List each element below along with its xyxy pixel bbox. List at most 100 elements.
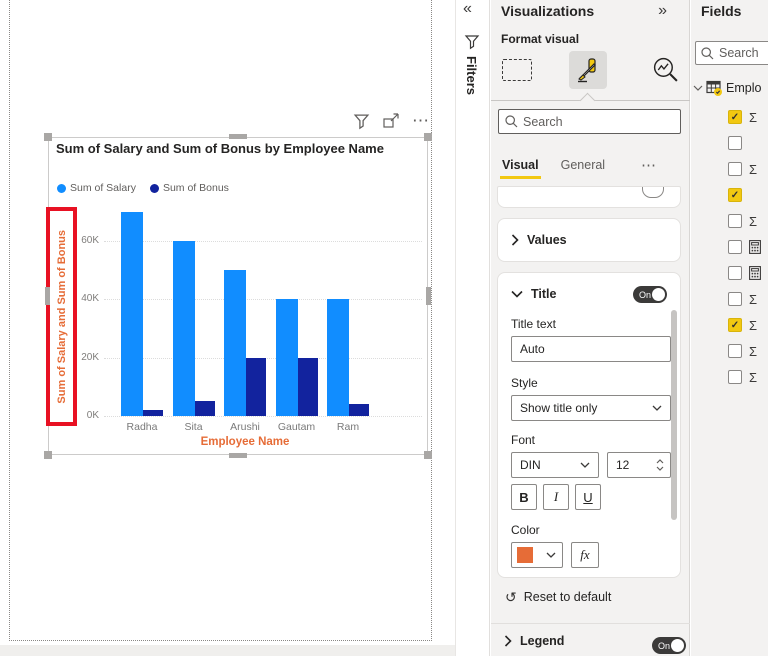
filters-funnel-icon[interactable] — [464, 34, 480, 50]
tabs-more-icon[interactable]: ⋯ — [641, 157, 656, 174]
legend-section-header[interactable]: Legend — [504, 634, 684, 648]
bar-Gautam-sum-of-salary[interactable] — [275, 299, 298, 416]
bar-Radha-sum-of-bonus[interactable] — [143, 410, 163, 416]
bar-Ram-sum-of-bonus[interactable] — [349, 404, 369, 416]
analytics-icon[interactable] — [651, 55, 680, 84]
format-search-input[interactable] — [523, 114, 674, 129]
bar-Radha-sum-of-salary[interactable] — [121, 211, 143, 416]
bar-Ram-sum-of-salary[interactable] — [327, 299, 349, 416]
field-row[interactable]: ✓ Σ — [691, 106, 768, 128]
field-row[interactable] — [691, 132, 768, 154]
visual-more-options-icon[interactable]: ⋯ — [412, 111, 430, 130]
resize-handle[interactable] — [229, 134, 247, 139]
field-checkbox[interactable]: ✓ — [728, 318, 742, 332]
italic-button[interactable]: I — [543, 484, 569, 510]
reset-to-default[interactable]: ↺ Reset to default — [505, 590, 611, 604]
calculator-icon — [749, 266, 761, 280]
x-axis-tick: Arushi — [230, 421, 260, 433]
resize-handle[interactable] — [426, 287, 431, 305]
chevron-down-icon[interactable] — [693, 85, 703, 91]
style-label: Style — [511, 376, 538, 390]
legend-toggle[interactable]: On — [652, 637, 686, 654]
bold-button[interactable]: B — [511, 484, 537, 510]
field-checkbox[interactable]: ✓ — [728, 188, 742, 202]
underline-button[interactable]: U — [575, 484, 601, 510]
chart-visual[interactable]: Sum of Salary and Sum of Bonus by Employ… — [44, 133, 432, 459]
style-dropdown[interactable]: Show title only — [511, 395, 671, 421]
bar-Arushi-sum-of-salary[interactable] — [224, 270, 246, 416]
title-text-input[interactable] — [512, 342, 670, 356]
stepper-arrows[interactable] — [656, 459, 664, 471]
field-row[interactable]: Σ — [691, 366, 768, 388]
selected-tab-caret — [579, 92, 596, 109]
expand-filters-icon[interactable]: « — [463, 0, 472, 17]
values-section-card[interactable]: Values — [497, 218, 681, 262]
gridline — [104, 416, 422, 417]
field-checkbox[interactable]: ✓ — [728, 110, 742, 124]
field-row[interactable]: Σ — [691, 340, 768, 362]
font-dropdown[interactable]: DIN — [511, 452, 599, 478]
field-row[interactable]: ✓ Σ — [691, 314, 768, 336]
resize-handle[interactable] — [229, 453, 247, 458]
title-section-header[interactable]: Title — [511, 287, 669, 301]
chevron-down-icon — [546, 552, 556, 558]
bar-Gautam-sum-of-bonus[interactable] — [297, 357, 318, 416]
tab-general[interactable]: General — [560, 158, 606, 172]
field-row[interactable] — [691, 262, 768, 284]
legend-dot — [149, 183, 159, 193]
field-checkbox[interactable] — [728, 344, 742, 358]
field-row[interactable]: Σ — [691, 158, 768, 180]
field-checkbox[interactable] — [728, 136, 742, 150]
field-checkbox[interactable] — [728, 370, 742, 384]
conditional-formatting-fx-button[interactable]: fx — [571, 542, 599, 568]
resize-handle[interactable] — [44, 451, 52, 459]
tab-visual[interactable]: Visual — [500, 158, 541, 179]
title-toggle[interactable]: On — [633, 286, 667, 303]
format-subtabs: Visual General ⋯ — [500, 156, 682, 179]
gridline — [104, 299, 422, 301]
fields-search-input[interactable] — [719, 46, 768, 60]
resize-handle[interactable] — [44, 133, 52, 141]
table-tree-item[interactable]: Emplo — [693, 80, 761, 96]
filters-pane-label[interactable]: Filters — [464, 56, 479, 96]
color-dropdown[interactable] — [511, 542, 563, 568]
fields-search[interactable] — [695, 41, 768, 65]
bar-Sita-sum-of-salary[interactable] — [172, 241, 195, 416]
title-section-label: Title — [531, 287, 557, 301]
x-axis-tick: Ram — [336, 421, 360, 433]
title-text-field[interactable] — [511, 336, 671, 362]
field-row[interactable] — [691, 236, 768, 258]
visual-hover-toolbar: ⋯ — [300, 110, 430, 132]
page-border-left — [9, 0, 10, 641]
field-checkbox[interactable] — [728, 266, 742, 280]
bar-Sita-sum-of-bonus[interactable] — [194, 401, 215, 416]
field-checkbox[interactable] — [728, 292, 742, 306]
legend-item[interactable]: Sum of Salary — [57, 182, 136, 194]
filter-funnel-icon[interactable] — [353, 113, 370, 130]
resize-handle[interactable] — [45, 287, 50, 305]
field-row[interactable]: ✓ — [691, 184, 768, 206]
collapse-visualizations-icon[interactable]: » — [658, 2, 667, 19]
table-name[interactable]: Emplo — [726, 81, 762, 95]
format-search[interactable] — [498, 109, 681, 134]
field-row[interactable]: Σ — [691, 210, 768, 232]
format-visual-tab-selected[interactable] — [569, 51, 607, 89]
field-checkbox[interactable] — [728, 240, 742, 254]
build-visual-icon[interactable] — [502, 59, 532, 81]
toggle-knob — [671, 639, 684, 652]
color-label: Color — [511, 523, 540, 537]
toggle-knob — [652, 288, 665, 301]
font-size-stepper[interactable]: 12 — [607, 452, 671, 478]
pane-scrollbar[interactable] — [671, 310, 677, 520]
legend-item[interactable]: Sum of Bonus — [149, 182, 229, 194]
title-section-card: Title On Title text Style Show title onl… — [497, 272, 681, 578]
resize-handle[interactable] — [424, 133, 432, 141]
field-checkbox[interactable] — [728, 214, 742, 228]
focus-mode-icon[interactable] — [382, 112, 400, 130]
resize-handle[interactable] — [424, 451, 432, 459]
scrolled-card-fragment — [497, 186, 681, 208]
field-row[interactable]: Σ — [691, 288, 768, 310]
field-checkbox[interactable] — [728, 162, 742, 176]
bar-Arushi-sum-of-bonus[interactable] — [246, 357, 266, 416]
report-canvas[interactable]: ⋯ Sum of Salary and Sum of Bonus by Empl… — [0, 0, 490, 656]
